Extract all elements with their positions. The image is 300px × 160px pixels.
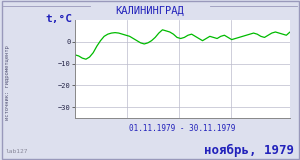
Text: ноябрь, 1979: ноябрь, 1979 — [204, 144, 294, 157]
Text: t,°C: t,°C — [45, 14, 72, 24]
Text: источник: гидрометцентр: источник: гидрометцентр — [5, 45, 10, 120]
Text: lab127: lab127 — [6, 149, 28, 154]
Text: КАЛИНИНГРАД: КАЛИНИНГРАД — [116, 6, 184, 16]
Text: 01.11.1979 - 30.11.1979: 01.11.1979 - 30.11.1979 — [129, 124, 236, 133]
